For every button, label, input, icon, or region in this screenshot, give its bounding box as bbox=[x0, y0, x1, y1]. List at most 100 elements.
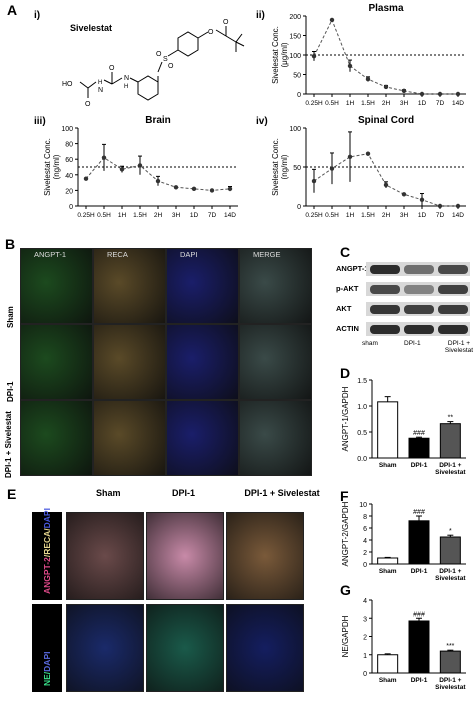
significance-marker: * bbox=[449, 528, 452, 535]
blot-band bbox=[404, 284, 434, 294]
bond bbox=[79, 81, 89, 89]
micrograph-b-r1-c1 bbox=[20, 248, 93, 324]
y-tick-label: 0 bbox=[297, 92, 301, 99]
blot-label: p-AKT bbox=[336, 284, 359, 293]
x-tick-label: 1H bbox=[346, 212, 355, 219]
atom-label: O bbox=[156, 51, 162, 58]
data-point bbox=[347, 63, 353, 69]
row-label-part: ANGPT-2 bbox=[42, 557, 52, 594]
atom-label: S bbox=[163, 56, 168, 63]
row-label-e1: ANGPT-2/RECA/DAPI bbox=[32, 508, 62, 600]
bond bbox=[157, 61, 163, 73]
bar bbox=[377, 557, 399, 565]
y-axis-label: ANGPT-2/GAPDH bbox=[341, 501, 350, 566]
y-tick-label: 100 bbox=[289, 126, 301, 133]
atom-label: O bbox=[223, 19, 229, 26]
lane-label-dpi1-sivelestat: DPI-1 + Sivelestat bbox=[444, 340, 474, 354]
blot-band bbox=[404, 304, 434, 314]
data-point bbox=[437, 91, 443, 97]
y-tick-label: 0.0 bbox=[357, 456, 367, 463]
x-tick-label: 7D bbox=[436, 100, 445, 107]
angpt2-bar-chart: 0 2 4 6 8 10 Sham ### DPI-1 * DPI-1 + Sivelestat ANG… bbox=[341, 501, 466, 582]
x-tick-label-line: Sivelestat bbox=[435, 575, 466, 582]
y-tick-label: 150 bbox=[289, 34, 301, 41]
x-tick-label: 7D bbox=[436, 212, 445, 219]
y-tick-label: 20 bbox=[65, 188, 73, 195]
data-point bbox=[209, 188, 215, 193]
y-axis-label: Sivelestat Conc.(μg/ml) bbox=[271, 26, 289, 84]
blot-band bbox=[404, 324, 434, 334]
subpanel-iv-label: iv) bbox=[256, 116, 268, 127]
blot-label: ANGPT-1 bbox=[336, 264, 369, 273]
x-tick-label: Sham bbox=[379, 462, 397, 469]
panel-b-grid: ANGPT-1 RECA DAPI MERGE bbox=[20, 248, 312, 476]
blot-band bbox=[438, 324, 468, 334]
y-tick-label: 1.0 bbox=[357, 404, 367, 411]
bar bbox=[408, 437, 430, 459]
data-point bbox=[383, 182, 389, 188]
blot-band bbox=[438, 284, 468, 294]
y-axis-label-line: (ng/ml) bbox=[280, 154, 289, 179]
bar bbox=[377, 654, 399, 674]
y-tick-label: 0 bbox=[69, 204, 73, 211]
plasma-chart: Plasma 0 50 100 150 200 0.25H 0.5H 1H 1.5H 2H 3H 1D 7… bbox=[271, 3, 466, 107]
bond bbox=[129, 77, 139, 83]
row-label-part: DAPI bbox=[42, 651, 52, 672]
micrograph-b-r1-c4 bbox=[239, 248, 312, 324]
bond bbox=[197, 31, 209, 39]
x-tick-label: DPI-1 bbox=[411, 677, 428, 684]
bond bbox=[225, 35, 237, 43]
y-axis-label-line: Sivelestat Conc. bbox=[271, 138, 280, 196]
y-axis-label: Sivelestat Conc.(ng/ml) bbox=[43, 138, 61, 196]
x-tick-label-line: Sivelestat bbox=[435, 684, 466, 691]
column-label: ANGPT-1 bbox=[34, 250, 67, 259]
y-tick-label: 80 bbox=[65, 142, 73, 149]
bond bbox=[103, 79, 113, 85]
y-tick-label: 0 bbox=[297, 204, 301, 211]
angpt1-bar-chart: 0.0 0.5 1.0 1.5 Sham ### DPI-1 ** DPI-1 + Siveles… bbox=[341, 378, 466, 476]
y-tick-label: 100 bbox=[289, 53, 301, 60]
blot-label: ACTIN bbox=[336, 324, 359, 333]
lane-label-sham: sham bbox=[362, 340, 378, 347]
micrograph-b-r3-c3 bbox=[166, 400, 239, 476]
x-tick-label: DPI-1 + Sivelestat bbox=[435, 462, 466, 476]
y-tick-label: 200 bbox=[289, 14, 301, 21]
row-label-part: DAPI bbox=[42, 508, 52, 529]
x-tick-label: 14D bbox=[452, 212, 464, 219]
row-label-dpi1: DPI-1 bbox=[6, 381, 15, 402]
bar bbox=[408, 620, 430, 674]
column-label: RECA bbox=[107, 250, 128, 259]
bar bbox=[439, 536, 461, 565]
panel-letter-b: B bbox=[5, 236, 16, 252]
col-label-sham: Sham bbox=[96, 488, 121, 498]
col-label-dpi1: DPI-1 bbox=[172, 488, 196, 498]
data-point bbox=[311, 178, 317, 184]
row-label-sham: Sham bbox=[6, 306, 15, 328]
subpanel-i-label: i) bbox=[34, 10, 41, 21]
y-tick-label: 40 bbox=[65, 173, 73, 180]
data-point bbox=[155, 178, 161, 184]
significance-marker: ### bbox=[413, 509, 425, 516]
micrograph-b-r1-c3 bbox=[166, 248, 239, 324]
bond bbox=[235, 33, 243, 43]
series-line bbox=[313, 153, 458, 207]
x-tick-label: 3H bbox=[400, 100, 409, 107]
y-axis-label: Sivelestat Conc.(ng/ml) bbox=[271, 138, 289, 196]
data-point bbox=[227, 186, 233, 192]
micrograph-b-r3-c4 bbox=[239, 400, 312, 476]
y-axis-label: NE/GAPDH bbox=[341, 615, 350, 657]
micrograph-b-r2-c2 bbox=[93, 324, 166, 400]
micrograph-b-r3-c2 bbox=[93, 400, 166, 476]
data-point bbox=[329, 166, 335, 171]
y-axis-label-line: Sivelestat Conc. bbox=[43, 138, 52, 196]
x-tick-label: DPI-1 + Sivelestat bbox=[435, 677, 466, 691]
bar bbox=[439, 423, 461, 459]
y-tick-label: 2 bbox=[363, 635, 367, 642]
x-tick-label: 1H bbox=[118, 212, 127, 219]
data-point bbox=[455, 203, 461, 209]
western-blot: ANGPT-1 p-AKT AKT ACTIN sham DPI-1 DPI-1 + … bbox=[336, 258, 474, 363]
x-tick-label: 2H bbox=[382, 212, 391, 219]
blot-band bbox=[404, 264, 434, 274]
x-tick-label: 1D bbox=[418, 212, 427, 219]
data-point bbox=[365, 76, 371, 82]
